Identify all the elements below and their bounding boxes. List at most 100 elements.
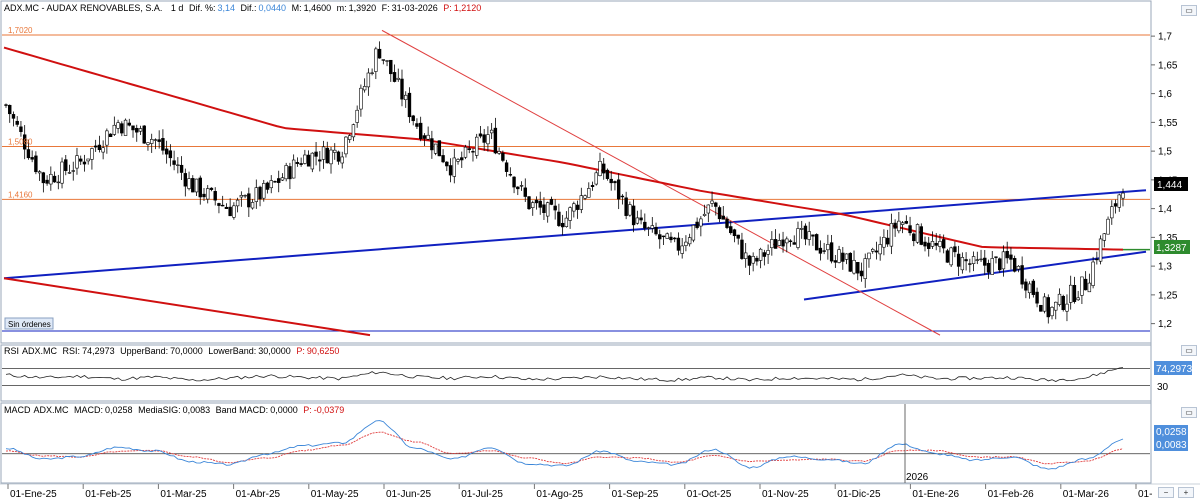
- candle-down: [956, 253, 961, 267]
- candle-up: [1042, 296, 1047, 312]
- candle-down: [30, 157, 34, 160]
- candle-up: [351, 124, 356, 138]
- candle-down: [224, 206, 229, 209]
- macd-signal-line[interactable]: [5, 431, 1124, 465]
- candle-up: [796, 228, 800, 248]
- candle-down: [729, 226, 733, 234]
- panel-collapse-button[interactable]: ▭: [1181, 5, 1197, 16]
- candle-down: [803, 225, 808, 240]
- time-tick-label: 01-Abr-25: [236, 489, 281, 500]
- candle-up: [800, 228, 804, 230]
- candle-down: [1024, 281, 1028, 291]
- candle-up: [321, 146, 326, 160]
- candle-up: [568, 207, 572, 221]
- candle-down: [392, 72, 397, 82]
- zoom-in-button[interactable]: +: [1178, 487, 1194, 498]
- candle-down: [613, 181, 617, 184]
- candle-down: [82, 161, 87, 165]
- candle-down: [1035, 291, 1039, 304]
- candle-up: [751, 256, 755, 264]
- candle-up: [235, 199, 240, 207]
- time-tick-label: 01-May-25: [311, 489, 359, 500]
- candle-down: [228, 206, 232, 217]
- candle-up: [665, 233, 669, 239]
- candle-up: [101, 147, 105, 153]
- candle-down: [52, 175, 57, 183]
- candle-up: [291, 159, 296, 179]
- macd-line[interactable]: [5, 420, 1124, 470]
- candle-down: [460, 157, 464, 161]
- candle-down: [740, 239, 744, 259]
- rsi-line[interactable]: [5, 367, 1124, 382]
- candle-down: [654, 226, 658, 235]
- candle-down: [848, 252, 852, 272]
- candle-up: [404, 94, 408, 101]
- candle-down: [22, 134, 27, 150]
- candle-down: [1083, 278, 1088, 291]
- candle-up: [889, 223, 894, 247]
- candle-down: [213, 191, 217, 201]
- macd-badge: [1154, 425, 1188, 438]
- candle-up: [269, 180, 273, 189]
- candle-down: [624, 197, 628, 216]
- time-tick-label: 01-Ene-26: [912, 489, 959, 500]
- candle-down: [501, 152, 505, 161]
- candle-down: [669, 236, 673, 241]
- candle-up: [930, 241, 935, 247]
- time-tick-label: 01-Ene-25: [10, 489, 57, 500]
- candle-up: [852, 259, 856, 274]
- candle-down: [773, 239, 778, 249]
- candle-down: [616, 179, 621, 200]
- candle-down: [277, 178, 281, 183]
- labels-layer: 1,71,651,61,551,51,451,41,351,31,251,201…: [8, 26, 1178, 500]
- candle-up: [1001, 251, 1006, 270]
- candle-down: [11, 114, 16, 119]
- candle-up: [1110, 206, 1114, 219]
- orders-box: [4, 317, 54, 330]
- candle-down: [1072, 285, 1077, 302]
- candle-up: [1065, 303, 1069, 312]
- candle-down: [631, 205, 636, 226]
- red-channel-line[interactable]: [3, 277, 371, 337]
- candle-down: [904, 221, 909, 224]
- candle-down: [97, 144, 102, 151]
- price-tick-label: 1,65: [1158, 60, 1178, 71]
- candle-up: [579, 195, 584, 210]
- macd-panel-button[interactable]: ▭: [1181, 407, 1197, 418]
- candle-down: [1095, 258, 1099, 261]
- level-label: 1,5080: [8, 138, 33, 147]
- candle-down: [131, 125, 135, 131]
- candle-up: [680, 245, 684, 254]
- ma-badge-text: 1,3287: [1156, 243, 1187, 254]
- candle-up: [366, 72, 371, 88]
- candle-down: [620, 195, 625, 198]
- candle-down: [247, 193, 251, 208]
- candle-down: [560, 222, 565, 228]
- candle-up: [262, 183, 266, 199]
- candle-down: [714, 202, 718, 207]
- zoom-out-button[interactable]: −: [1158, 487, 1174, 498]
- candle-down: [377, 48, 382, 59]
- rsi-panel-button[interactable]: ▭: [1181, 345, 1197, 356]
- year-marker: 2026: [906, 472, 929, 483]
- ma-badge: [1154, 240, 1190, 254]
- candle-down: [93, 145, 98, 148]
- candle-up: [37, 171, 42, 174]
- rsi-badge: [1154, 361, 1192, 375]
- candle-up: [758, 248, 763, 261]
- candle-up: [594, 172, 598, 185]
- last-price-badge: [1154, 177, 1188, 191]
- candle-up: [310, 152, 315, 170]
- candle-down: [534, 199, 539, 204]
- candle-down: [885, 237, 890, 245]
- candle-down: [912, 233, 916, 242]
- candle-up: [684, 241, 688, 246]
- candle-down: [523, 187, 527, 197]
- candle-up: [1106, 218, 1110, 235]
- trend-line-long[interactable]: [3, 189, 1147, 280]
- candle-up: [710, 200, 714, 204]
- candle-up: [362, 86, 367, 91]
- candle-down: [209, 187, 214, 190]
- candle-down: [602, 163, 606, 174]
